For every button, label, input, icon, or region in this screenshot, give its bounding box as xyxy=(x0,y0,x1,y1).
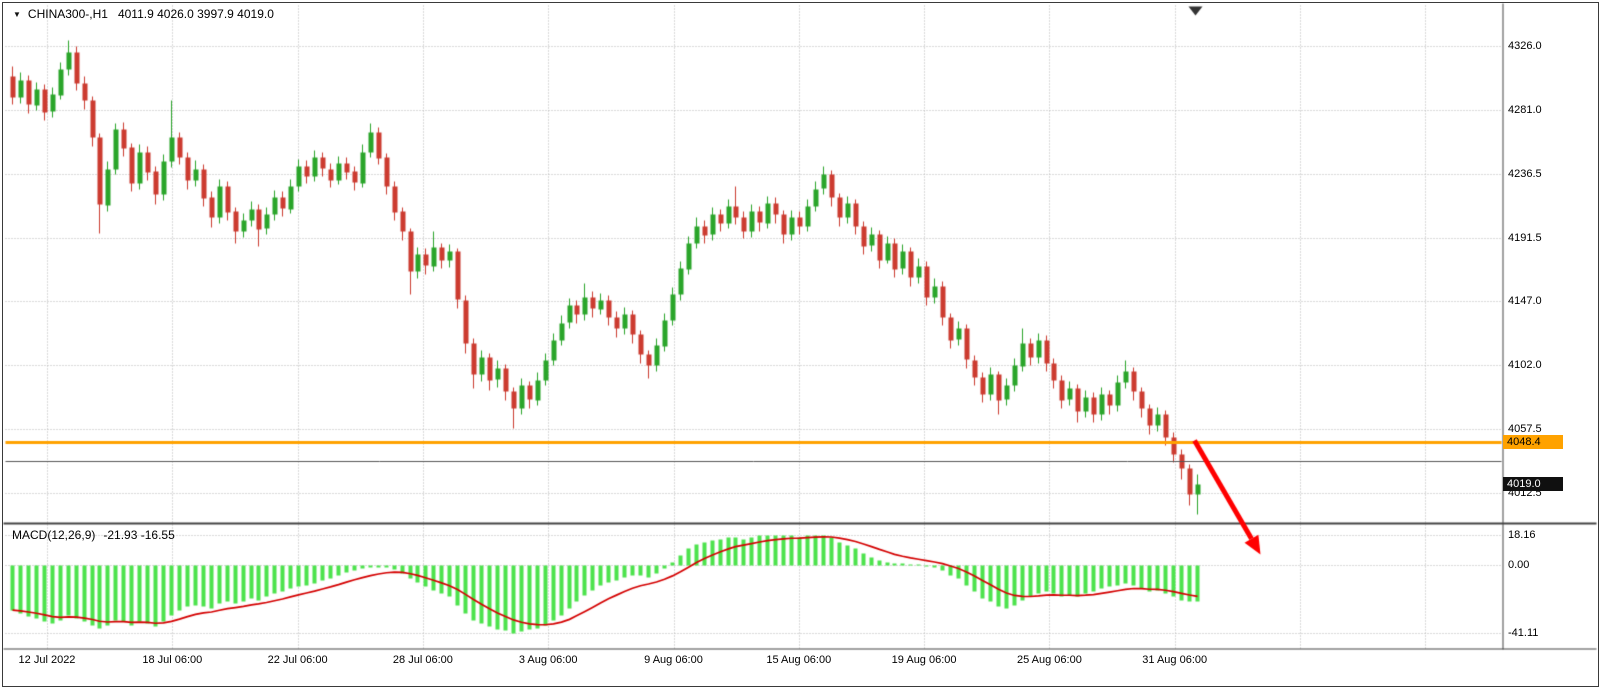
time-axis-label: 18 Jul 06:00 xyxy=(142,654,203,666)
time-axis-label: 12 Jul 2022 xyxy=(18,654,76,666)
time-axis-label: 22 Jul 06:00 xyxy=(267,654,328,666)
price-axis-label: 4147.0 xyxy=(1508,295,1542,308)
time-axis-label: 15 Aug 06:00 xyxy=(766,654,832,666)
time-axis-label: 25 Aug 06:00 xyxy=(1016,654,1082,666)
price-axis-label: 4057.5 xyxy=(1508,422,1542,435)
time-axis-label: 3 Aug 06:00 xyxy=(518,654,578,666)
price-axis-label: 4012.5 xyxy=(1508,486,1542,499)
price-axis-label: 4191.5 xyxy=(1508,231,1542,244)
time-axis-label: 31 Aug 06:00 xyxy=(1142,654,1208,666)
price-axis-label: 4326.0 xyxy=(1508,40,1542,52)
time-axis-label: 19 Aug 06:00 xyxy=(891,654,957,666)
time-axis-label: 9 Aug 06:00 xyxy=(644,654,703,666)
price-axis-label: 4281.0 xyxy=(1508,104,1542,117)
time-axis-label: 28 Jul 06:00 xyxy=(392,654,453,666)
price-axis-label: 4236.5 xyxy=(1508,167,1542,180)
price-axis-label: 4102.0 xyxy=(1508,359,1542,372)
